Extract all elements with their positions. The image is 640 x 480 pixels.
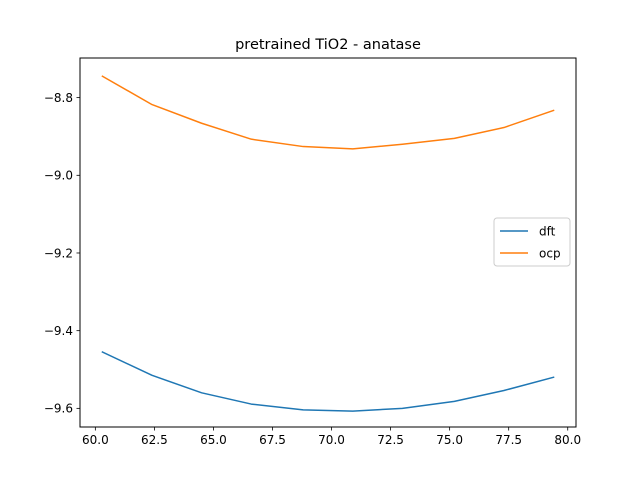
x-tick-label: 65.0 [200,433,227,447]
y-tick-label: −9.6 [44,402,73,416]
x-tick-label: 72.5 [377,433,404,447]
legend-label-dft: dft [539,224,556,238]
x-tick-label: 80.0 [554,433,581,447]
y-tick-label: −9.4 [44,324,73,338]
x-axis: 60.0 62.5 65.0 67.5 70.0 72.5 75.0 77.5 80.0 [82,427,581,447]
chart-title: pretrained TiO2 - anatase [235,37,421,53]
x-tick-label: 67.5 [259,433,286,447]
x-tick-label: 77.5 [495,433,522,447]
y-tick-label: −9.0 [44,169,73,183]
x-tick-label: 75.0 [436,433,463,447]
x-tick-label: 62.5 [141,433,168,447]
series-line-ocp [101,75,555,150]
legend-box [493,217,571,267]
x-tick-label: 70.0 [318,433,345,447]
x-tick-label: 60.0 [82,433,109,447]
y-tick-label: −8.8 [44,91,73,105]
series-layer [101,75,555,412]
legend: dft ocp [493,217,571,267]
series-line-dft [101,351,555,412]
legend-label-ocp: ocp [539,246,561,260]
plot-area-frame [79,57,577,428]
y-tick-label: −9.2 [44,246,73,260]
y-axis: −9.6 −9.4 −9.2 −9.0 −8.8 [44,91,80,416]
